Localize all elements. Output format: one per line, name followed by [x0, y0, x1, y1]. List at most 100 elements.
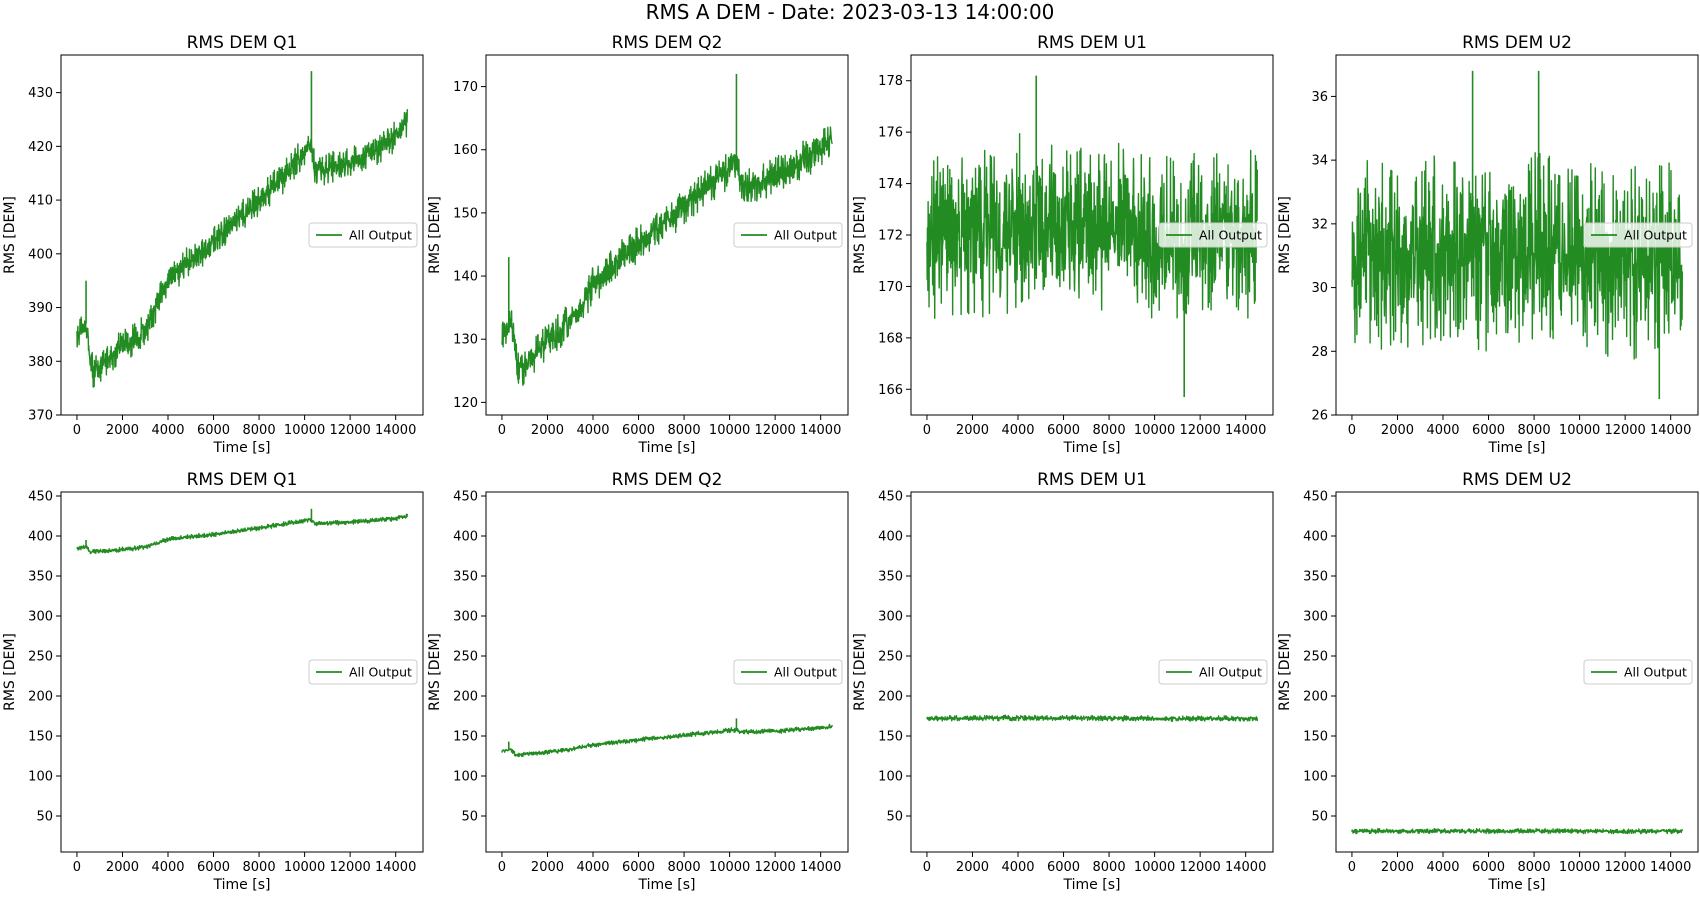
x-tick-label: 4000	[1001, 423, 1034, 438]
x-tick-label: 4000	[1426, 423, 1459, 438]
x-tick-label: 12000	[1179, 423, 1220, 438]
x-tick-label: 14000	[800, 860, 841, 875]
y-tick-label: 172	[878, 229, 903, 244]
x-tick-label: 6000	[1047, 423, 1080, 438]
x-tick-label: 14000	[1650, 423, 1691, 438]
y-axis-label: RMS [DEM]	[427, 196, 443, 274]
y-tick-label: 420	[28, 140, 53, 155]
x-tick-label: 0	[1348, 423, 1356, 438]
panel-title: RMS DEM Q2	[612, 470, 723, 490]
legend-label: All Output	[774, 665, 837, 680]
x-tick-label: 8000	[668, 423, 701, 438]
y-tick-label: 176	[878, 126, 903, 141]
y-tick-label: 400	[28, 247, 53, 262]
panel-title: RMS DEM Q1	[187, 33, 298, 53]
x-tick-label: 0	[498, 860, 506, 875]
y-axis-label: RMS [DEM]	[1277, 196, 1293, 274]
y-tick-label: 36	[1311, 90, 1328, 105]
x-axis-label: Time [s]	[1488, 440, 1546, 456]
legend: All Output	[733, 222, 843, 248]
series-line-all-output	[1351, 827, 1683, 835]
x-tick-label: 14000	[800, 423, 841, 438]
x-tick-label: 12000	[1604, 423, 1645, 438]
series-line-all-output	[926, 714, 1258, 722]
x-tick-label: 2000	[531, 423, 564, 438]
x-tick-label: 6000	[622, 860, 655, 875]
legend-label: All Output	[349, 228, 412, 243]
x-tick-label: 6000	[622, 423, 655, 438]
x-axis-label: Time [s]	[638, 877, 696, 893]
x-tick-label: 2000	[106, 860, 139, 875]
axes-frame	[910, 491, 1274, 853]
y-tick-label: 50	[461, 810, 478, 825]
series-group	[501, 718, 833, 758]
y-tick-label: 350	[1303, 570, 1328, 585]
x-tick-label: 0	[498, 423, 506, 438]
y-tick-label: 250	[1303, 650, 1328, 665]
series-group	[926, 75, 1259, 397]
x-tick-label: 6000	[1472, 860, 1505, 875]
x-tick-label: 4000	[576, 423, 609, 438]
series-line-all-output	[76, 513, 408, 555]
legend-label: All Output	[1199, 228, 1262, 243]
x-tick-label: 12000	[754, 860, 795, 875]
series-group	[501, 73, 833, 386]
y-tick-label: 400	[1303, 530, 1328, 545]
y-tick-label: 100	[453, 770, 478, 785]
x-axis-label: Time [s]	[1488, 877, 1546, 893]
axes-frame	[1335, 54, 1699, 416]
panels: RMS DEM Q10 2000 4000 6000 8000 10000 12000 140…	[2, 33, 1699, 893]
series-group	[1351, 827, 1683, 835]
axes-frame	[60, 54, 424, 416]
y-tick-label: 32	[1311, 217, 1328, 232]
y-tick-label: 100	[28, 770, 53, 785]
x-tick-label: 8000	[243, 860, 276, 875]
y-tick-label: 450	[453, 490, 478, 505]
legend-label: All Output	[1624, 665, 1687, 680]
y-tick-label: 430	[28, 86, 53, 101]
axes-frame	[60, 491, 424, 853]
y-tick-label: 410	[28, 194, 53, 209]
x-tick-label: 2000	[1381, 423, 1414, 438]
legend-box	[308, 222, 418, 248]
x-tick-label: 10000	[709, 860, 750, 875]
series-group	[76, 71, 408, 388]
x-tick-label: 10000	[284, 860, 325, 875]
y-tick-label: 174	[878, 177, 903, 192]
x-tick-label: 0	[73, 860, 81, 875]
y-tick-label: 350	[28, 570, 53, 585]
x-tick-label: 4000	[576, 860, 609, 875]
x-tick-label: 12000	[329, 860, 370, 875]
legend-box	[308, 659, 418, 685]
panel-2: RMS DEM Q2 0 2000 4000 6000 8000 10000 12000 140…	[427, 33, 849, 456]
y-tick-label: 250	[878, 650, 903, 665]
x-tick-label: 14000	[1225, 860, 1266, 875]
legend: All Output	[733, 659, 843, 685]
y-tick-label: 400	[878, 530, 903, 545]
panel-4: RMS DEM U2 0 2000 4000 6000 8000 10000 12000 140…	[1277, 33, 1699, 456]
y-tick-label: 100	[878, 770, 903, 785]
x-tick-label: 12000	[329, 423, 370, 438]
y-tick-label: 166	[878, 383, 903, 398]
panel-title: RMS DEM Q1	[187, 470, 298, 490]
x-tick-label: 0	[73, 423, 81, 438]
legend-label: All Output	[774, 228, 837, 243]
axes-frame	[485, 491, 849, 853]
y-tick-label: 150	[28, 730, 53, 745]
x-tick-label: 14000	[1650, 860, 1691, 875]
y-tick-label: 350	[453, 570, 478, 585]
panel-title: RMS DEM Q2	[612, 33, 723, 53]
axes-frame	[485, 54, 849, 416]
legend-label: All Output	[1624, 228, 1687, 243]
x-tick-label: 8000	[243, 423, 276, 438]
x-tick-label: 12000	[754, 423, 795, 438]
y-tick-label: 300	[878, 610, 903, 625]
legend-box	[1158, 222, 1268, 248]
series-line-all-output	[926, 132, 1259, 319]
y-tick-label: 200	[28, 690, 53, 705]
y-tick-label: 168	[878, 331, 903, 346]
panel-title: RMS DEM U2	[1462, 470, 1572, 490]
x-tick-label: 4000	[151, 860, 184, 875]
